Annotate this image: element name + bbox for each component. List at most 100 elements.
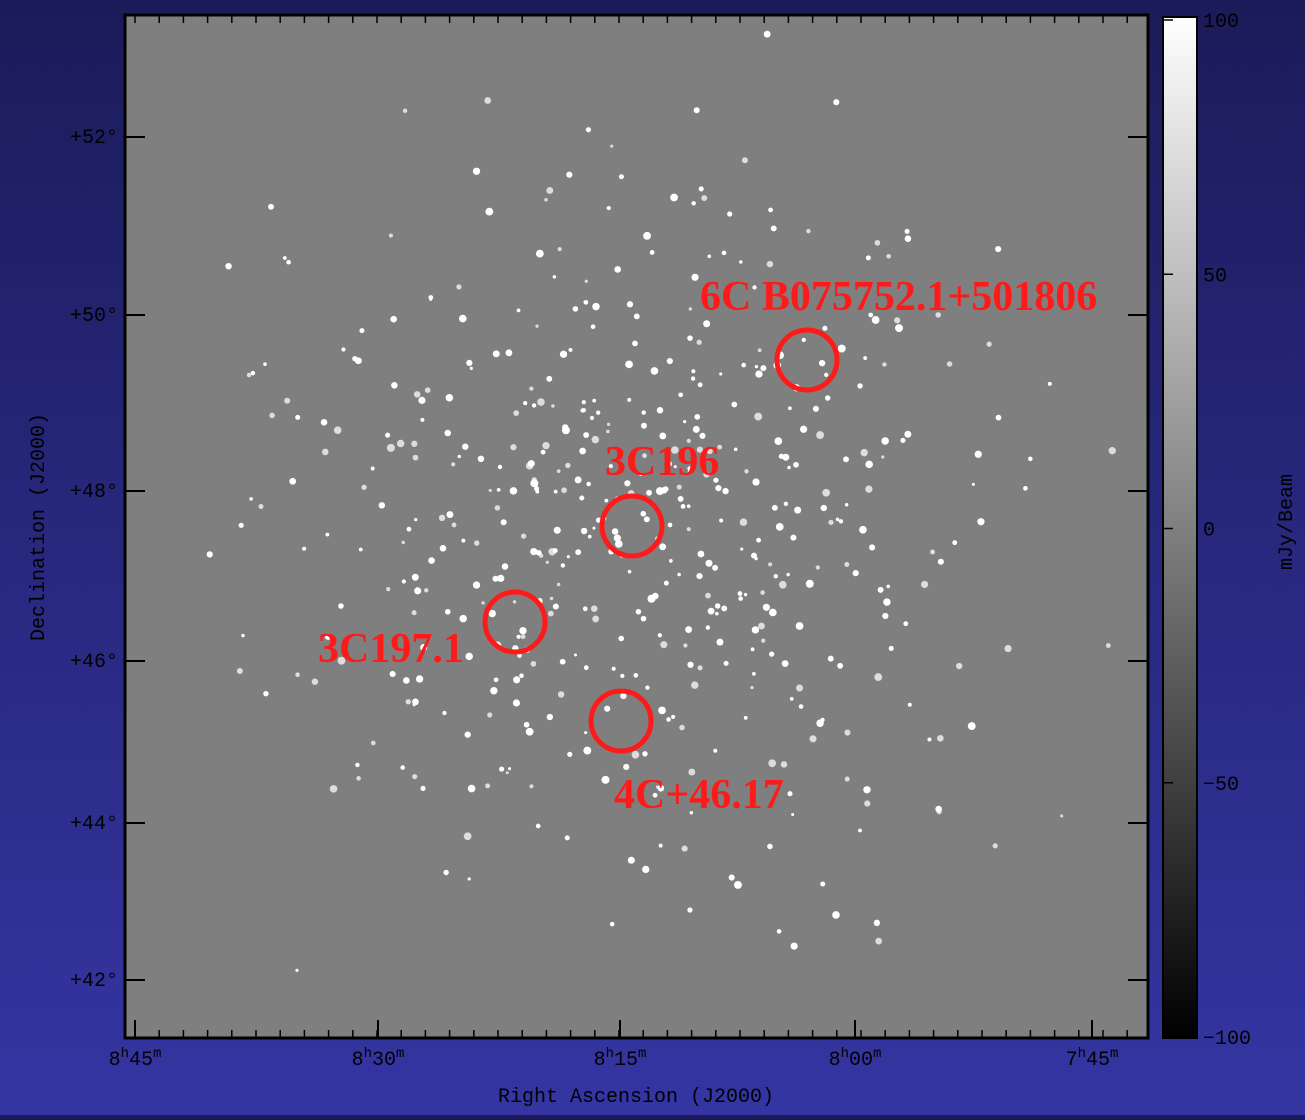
radio-source-dot xyxy=(501,519,507,525)
radio-source-dot xyxy=(614,266,621,273)
radio-source-dot xyxy=(412,610,417,615)
radio-source-dot xyxy=(485,783,490,788)
radio-source-dot xyxy=(359,548,363,552)
radio-source-dot xyxy=(796,622,804,630)
radio-source-dot xyxy=(767,844,773,850)
radio-source-dot xyxy=(977,518,984,525)
radio-source-dot xyxy=(658,707,666,715)
radio-source-dot xyxy=(523,401,527,405)
radio-source-dot xyxy=(468,785,476,793)
radio-source-dot xyxy=(768,759,776,767)
radio-source-dot xyxy=(685,626,692,633)
radio-source-dot xyxy=(499,767,504,772)
radio-source-dot xyxy=(833,99,839,105)
radio-source-dot xyxy=(863,786,870,793)
radio-source-dot xyxy=(857,383,862,388)
radio-source-dot xyxy=(487,712,492,717)
radio-source-dot xyxy=(623,764,629,770)
radio-source-dot xyxy=(722,251,727,256)
radio-source-dot xyxy=(776,523,784,531)
radio-source-dot xyxy=(875,240,881,246)
radio-source-dot xyxy=(956,663,962,669)
radio-source-dot xyxy=(456,284,461,289)
radio-source-dot xyxy=(866,255,871,260)
x-tick-label-part: 45 xyxy=(1086,1049,1110,1072)
radio-source-dot xyxy=(767,261,773,267)
sky-image xyxy=(125,15,1148,1038)
radio-source-dot xyxy=(771,225,777,231)
radio-source-dot xyxy=(389,234,393,238)
radio-source-dot xyxy=(583,432,589,438)
radio-source-dot xyxy=(882,613,888,619)
radio-source-dot xyxy=(565,463,570,468)
radio-source-dot xyxy=(411,441,417,447)
radio-source-dot xyxy=(742,157,748,163)
radio-source-dot xyxy=(519,627,526,634)
x-tick-label-part: h xyxy=(606,1046,614,1062)
radio-source-dot xyxy=(641,423,647,429)
radio-source-dot xyxy=(560,659,566,665)
radio-source-dot xyxy=(779,581,787,589)
radio-source-dot xyxy=(781,761,787,767)
radio-source-dot xyxy=(584,665,589,670)
radio-source-dot xyxy=(828,656,834,662)
radio-source-dot xyxy=(547,714,553,720)
radio-source-dot xyxy=(591,324,596,329)
radio-source-dot xyxy=(612,667,616,671)
radio-source-dot xyxy=(521,634,526,639)
radio-source-dot xyxy=(799,704,804,709)
radio-source-dot xyxy=(532,403,536,407)
radio-source-dot xyxy=(554,527,561,534)
radio-source-dot xyxy=(566,172,572,178)
radio-source-dot xyxy=(371,741,376,746)
radio-source-dot xyxy=(607,423,610,426)
radio-source-dot xyxy=(729,874,735,880)
radio-source-dot xyxy=(207,551,213,557)
radio-source-dot xyxy=(739,260,742,263)
radio-source-dot xyxy=(508,767,511,770)
colorbar-tick-label: 100 xyxy=(1203,11,1239,34)
source-label: 6C B075752.1+501806 xyxy=(700,274,1097,320)
radio-source-dot xyxy=(574,654,577,657)
radio-source-dot xyxy=(664,581,669,586)
x-tick-label: 7h45m xyxy=(1066,1046,1119,1072)
radio-source-dot xyxy=(541,450,546,455)
radio-source-dot xyxy=(694,414,700,420)
radio-source-dot xyxy=(784,502,788,506)
radio-source-dot xyxy=(738,596,743,601)
radio-source-dot xyxy=(869,544,875,550)
radio-source-dot xyxy=(263,362,267,366)
radio-source-dot xyxy=(669,559,673,563)
radio-source-dot xyxy=(1106,643,1111,648)
radio-source-dot xyxy=(719,518,723,522)
radio-source-dot xyxy=(671,715,675,719)
radio-source-dot xyxy=(845,777,850,782)
radio-source-dot xyxy=(530,548,537,555)
radio-source-dot xyxy=(863,356,867,360)
radio-source-dot xyxy=(413,455,419,461)
radio-source-dot xyxy=(493,350,500,357)
radio-source-dot xyxy=(843,456,849,462)
radio-source-dot xyxy=(670,194,678,202)
radio-source-dot xyxy=(689,307,692,310)
radio-source-dot xyxy=(682,846,688,852)
radio-source-dot xyxy=(1023,486,1028,491)
radio-source-dot xyxy=(330,785,338,793)
radio-source-dot xyxy=(468,877,471,880)
radio-source-dot xyxy=(859,526,867,534)
radio-source-dot xyxy=(592,615,599,622)
radio-source-dot xyxy=(513,676,520,683)
radio-source-dot xyxy=(241,634,244,637)
radio-source-dot xyxy=(284,398,290,404)
radio-source-dot xyxy=(567,555,570,558)
radio-source-dot xyxy=(359,328,364,333)
radio-source-dot xyxy=(658,633,662,637)
radio-source-dot xyxy=(640,511,646,517)
radio-source-dot xyxy=(526,728,534,736)
radio-source-dot xyxy=(750,686,753,689)
radio-source-dot xyxy=(764,31,771,38)
radio-source-dot xyxy=(489,489,492,492)
radio-source-dot xyxy=(921,581,928,588)
radio-source-dot xyxy=(391,382,398,389)
radio-source-dot xyxy=(952,540,957,545)
